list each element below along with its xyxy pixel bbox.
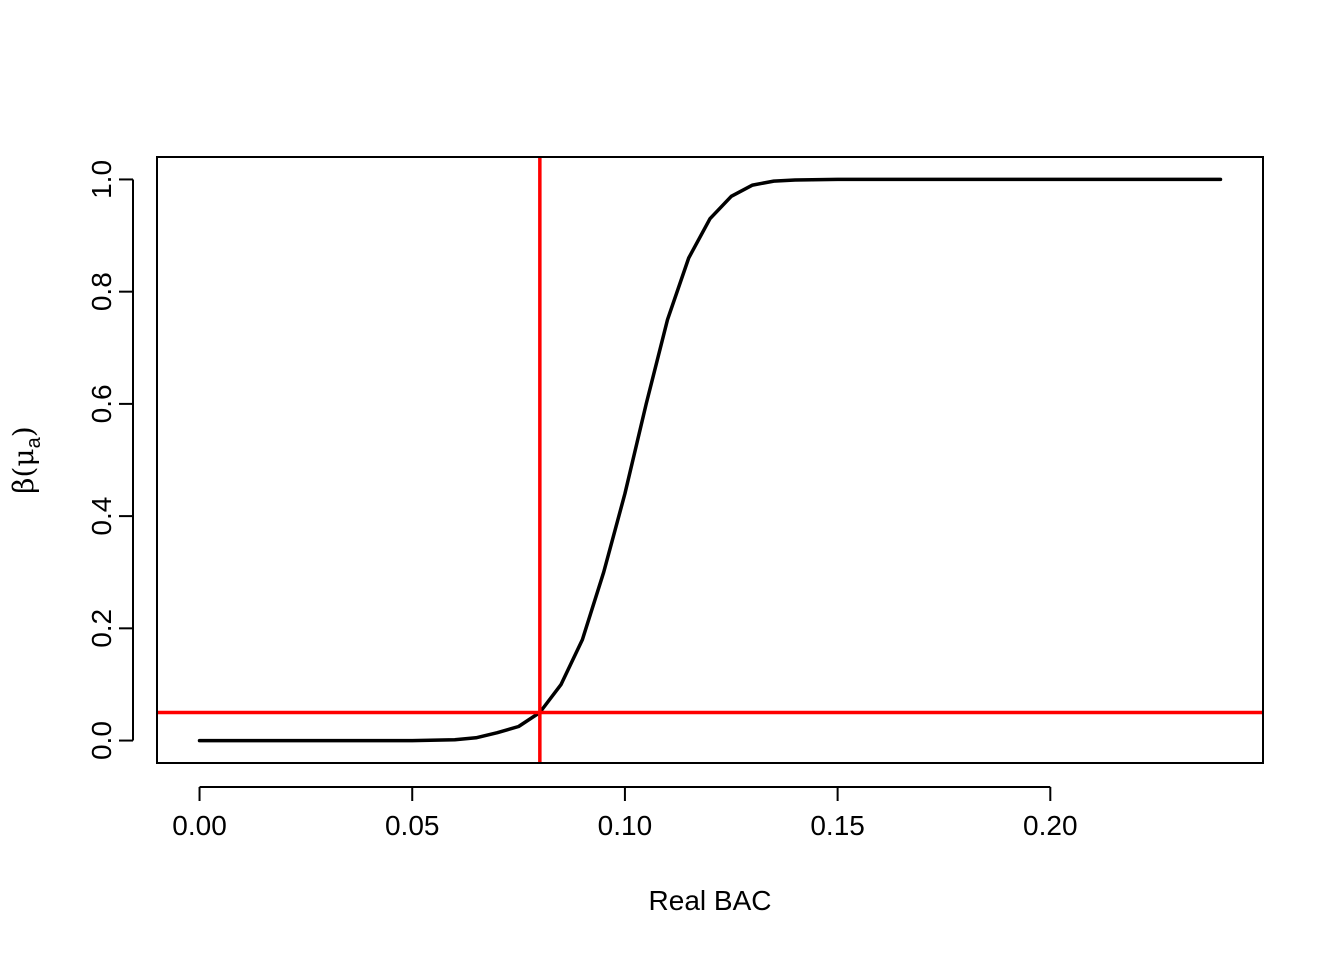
y-tick-label: 0.0 xyxy=(86,721,117,760)
y-axis-title-close: ) xyxy=(7,426,40,437)
x-tick-label: 0.00 xyxy=(172,810,227,841)
y-tick-label: 0.4 xyxy=(86,497,117,536)
y-tick-label: 1.0 xyxy=(86,160,117,199)
plot-frame xyxy=(156,156,1264,764)
x-tick-label: 0.15 xyxy=(810,810,865,841)
y-axis-title-subscript: a xyxy=(23,436,45,448)
y-axis-title-base: β(μ xyxy=(7,448,40,493)
x-axis: 0.00 0.05 0.10 0.15 0.20 xyxy=(172,786,1078,841)
x-tick-label: 0.20 xyxy=(1023,810,1078,841)
x-axis-title: Real BAC xyxy=(649,885,772,916)
y-tick-label: 0.6 xyxy=(86,384,117,423)
x-tick-label: 0.05 xyxy=(385,810,440,841)
power-curve-line xyxy=(197,177,1223,743)
plot-area xyxy=(157,157,1263,763)
y-tick-label: 0.8 xyxy=(86,272,117,311)
y-tick-label: 0.2 xyxy=(86,609,117,648)
y-axis: 0.0 0.2 0.4 0.6 0.8 1.0 xyxy=(86,160,134,760)
x-tick-label: 0.10 xyxy=(598,810,653,841)
y-axis-title: β(μa) xyxy=(7,426,45,493)
